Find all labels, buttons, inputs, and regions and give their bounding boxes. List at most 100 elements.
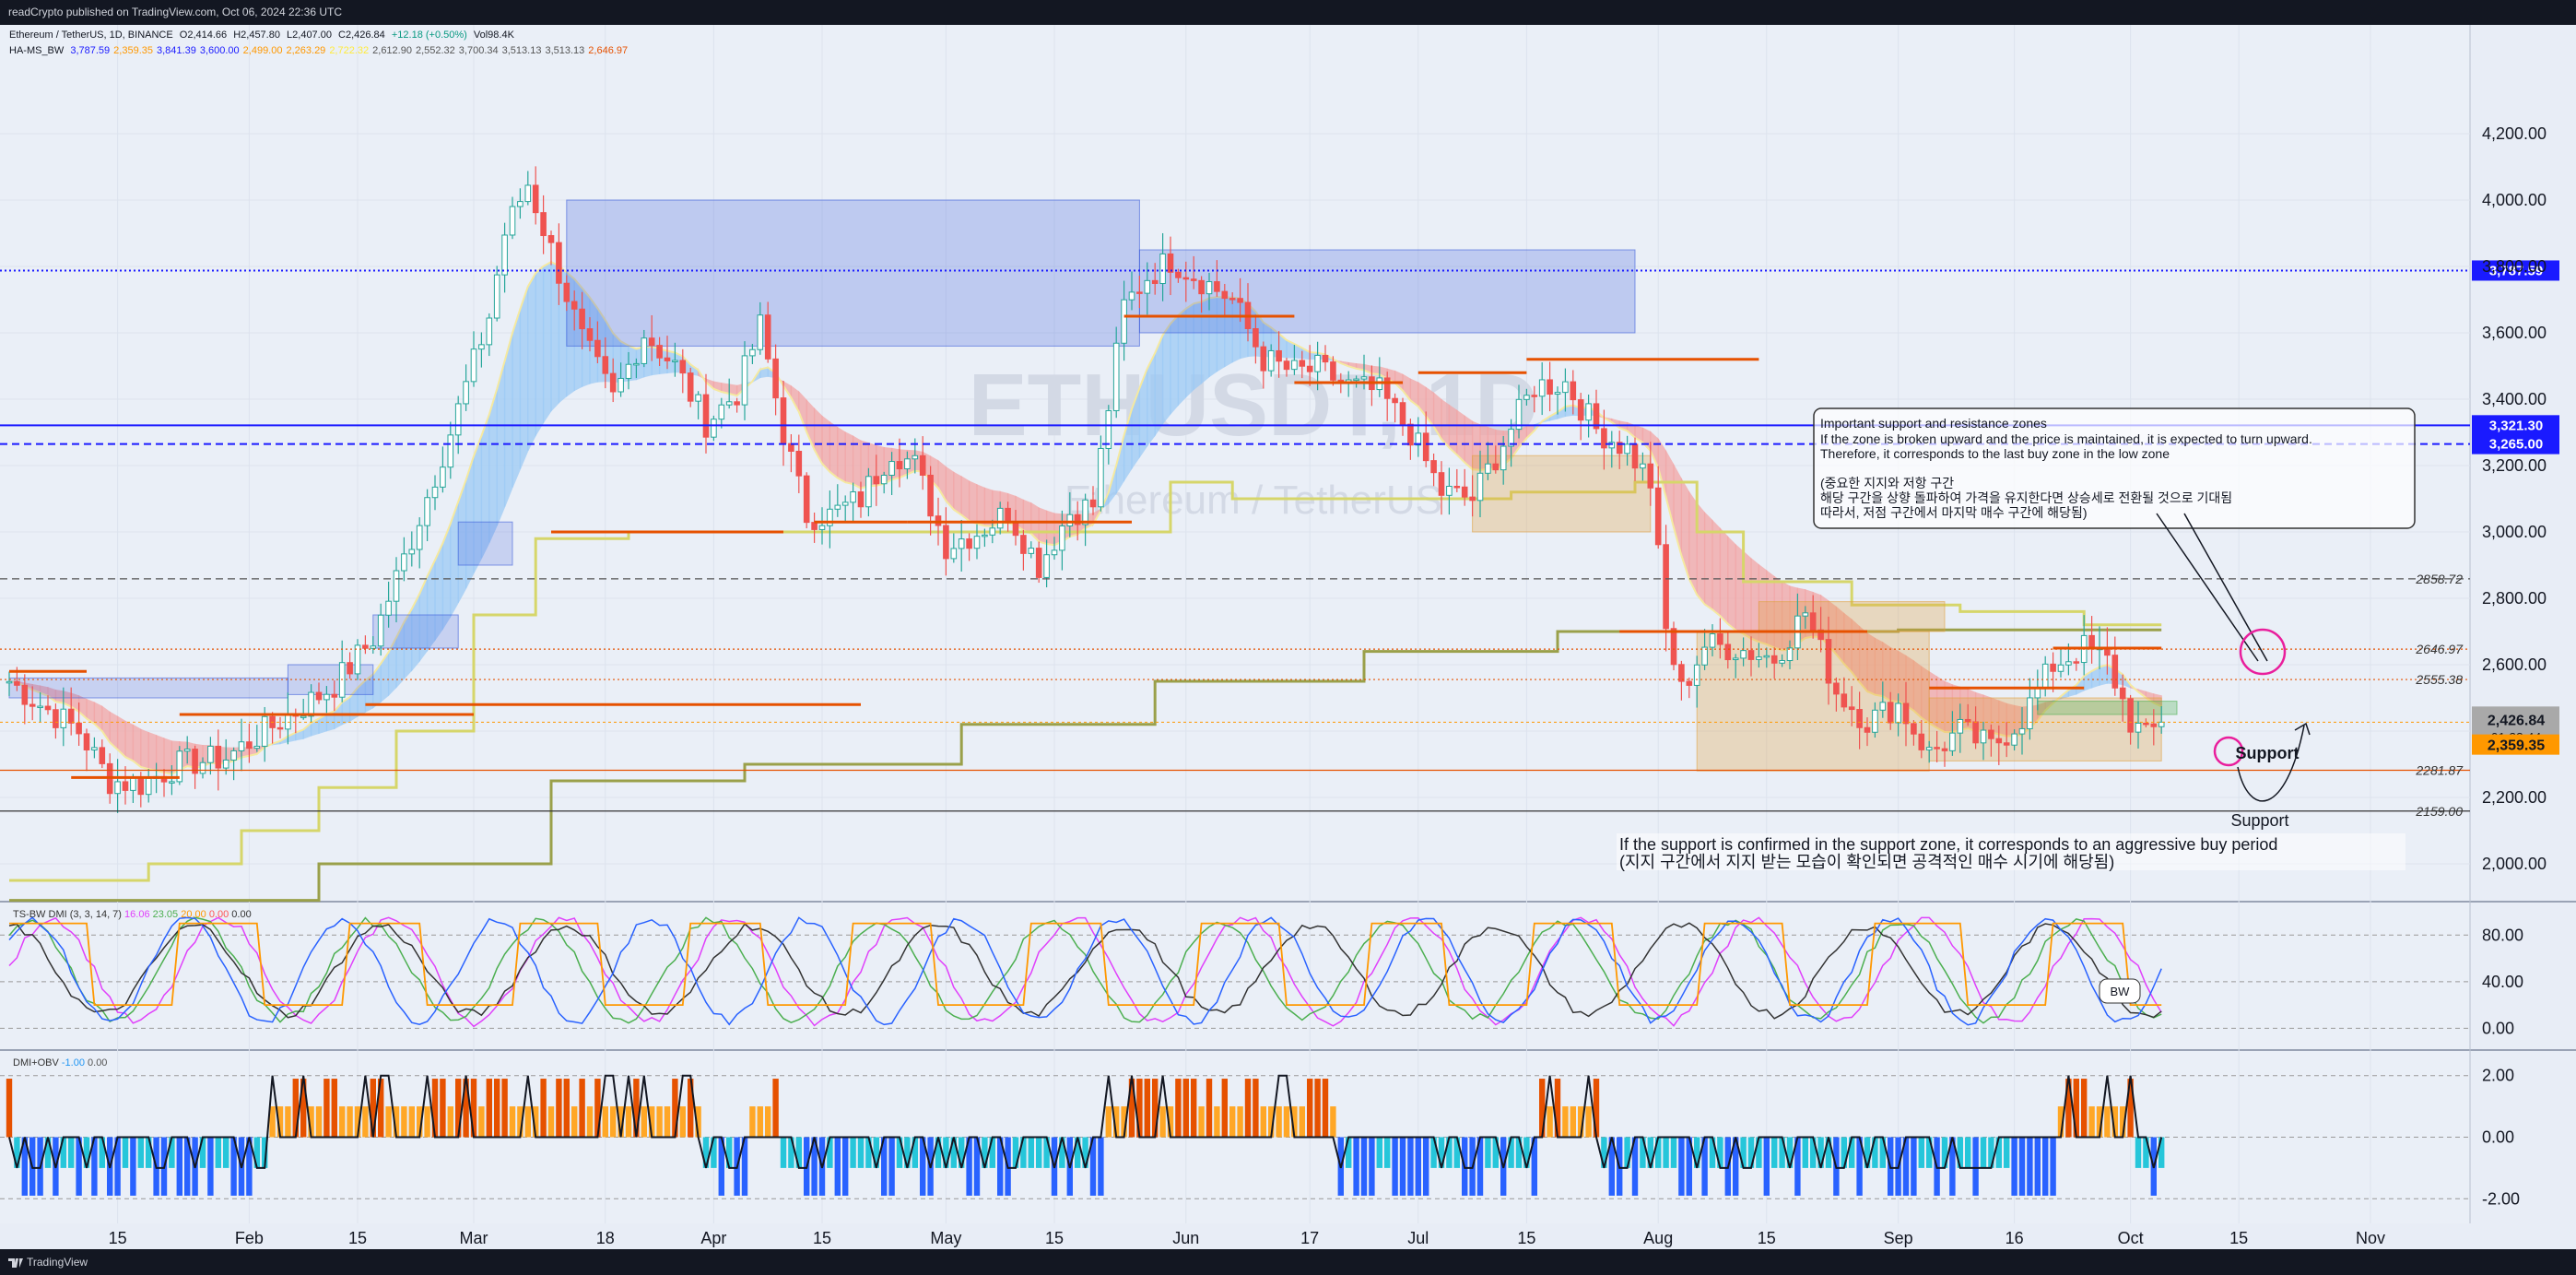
candle-body: [1229, 298, 1236, 301]
low-price-badge: [2472, 734, 2559, 755]
bottom-note: (지지 구간에서 지지 받는 모습이 확인되면 공격적인 매수 시기에 해당됨): [1619, 853, 2114, 871]
obv-bar: [982, 1137, 988, 1168]
obv-bar: [253, 1137, 260, 1168]
candle-body: [509, 206, 516, 236]
ma-ribbon-segment: [1727, 535, 1736, 632]
candle-body: [563, 282, 570, 302]
obv-bar: [625, 1106, 632, 1138]
candle-body: [1353, 378, 1359, 382]
obv-bar: [1663, 1137, 1669, 1168]
obv-bar: [788, 1137, 794, 1168]
obv-bar: [1794, 1137, 1801, 1196]
candle-body: [547, 235, 555, 243]
candle-body: [1732, 657, 1739, 661]
obv-bar: [1314, 1079, 1321, 1138]
indicator-value: 3,600.00: [199, 45, 240, 56]
obv-bar: [1879, 1137, 1886, 1168]
candle-body: [958, 538, 965, 549]
candle-body: [841, 502, 849, 506]
callout-line: (중요한 지지와 저항 구간: [1820, 476, 1954, 490]
obv-bar: [137, 1137, 144, 1168]
candle-body: [1198, 279, 1205, 295]
candle-body: [664, 357, 671, 361]
candle-body: [1446, 485, 1453, 496]
obv-bar: [1841, 1137, 1847, 1168]
oscillator-legend-item: 23.05: [153, 909, 182, 920]
obv-bar: [1098, 1137, 1104, 1196]
candle-body: [2003, 742, 2010, 746]
obv-bar: [1159, 1106, 1166, 1138]
indicator-name: HA-MS_BW: [9, 45, 65, 56]
obv-bar: [1570, 1106, 1576, 1138]
level-badge-label: 3,787.59: [2489, 263, 2543, 278]
obv-bar: [1655, 1137, 1662, 1168]
obv-bar: [2057, 1106, 2064, 1138]
price-axis-label: 2,000.00: [2482, 855, 2547, 873]
candle-body: [749, 348, 756, 357]
obv-bar: [641, 1106, 647, 1138]
candle-body: [1399, 402, 1406, 425]
candle-body: [1314, 354, 1321, 372]
candle-body: [764, 314, 771, 360]
candle-body: [795, 450, 803, 477]
obv-bar: [2027, 1137, 2033, 1196]
candle-body: [780, 397, 787, 444]
ma-ribbon-segment: [844, 431, 854, 485]
time-axis-label: Sep: [1884, 1229, 1913, 1247]
callout-line: If the zone is broken upward and the pri…: [1820, 431, 2312, 446]
obv-bar: [563, 1079, 570, 1138]
obv-bar: [1733, 1137, 1739, 1196]
obv-bar: [1167, 1106, 1174, 1138]
obv-bar: [308, 1106, 314, 1138]
candle-body: [1276, 349, 1282, 362]
obv-bar: [2073, 1079, 2079, 1138]
price-axis-label: 3,200.00: [2482, 456, 2547, 475]
price-axis-label: 3,600.00: [2482, 324, 2547, 342]
obv-bar: [76, 1137, 82, 1196]
ma-ribbon-segment: [519, 286, 529, 469]
obv-bar: [702, 1137, 710, 1168]
candle-body: [648, 337, 655, 347]
obv-bar: [618, 1106, 624, 1138]
candle-body: [2050, 663, 2056, 672]
arrow-head: [2294, 722, 2311, 736]
level-label: 2159.00: [2415, 804, 2463, 819]
candle-body: [83, 733, 90, 750]
obv-bar: [857, 1137, 865, 1168]
obv-bar: [1028, 1137, 1034, 1168]
obv-bar: [1562, 1106, 1569, 1138]
obv-bar: [1082, 1137, 1088, 1168]
obv-bar: [470, 1079, 477, 1138]
level-badge: [2472, 260, 2559, 281]
obv-bar: [1430, 1137, 1437, 1168]
obv-bar: [68, 1137, 75, 1168]
obv-bar: [1601, 1137, 1607, 1168]
candle-body: [1360, 376, 1368, 380]
candle-body: [2158, 721, 2165, 727]
candle-body: [672, 360, 678, 362]
candle-body: [609, 372, 617, 393]
legend-open: O2,414.66: [179, 30, 228, 41]
candle-body: [215, 745, 222, 769]
obv-bar: [679, 1106, 686, 1138]
candle-body: [53, 709, 59, 728]
ma-ribbon-segment: [1719, 526, 1729, 626]
zone-box: [8, 677, 288, 699]
candle-body: [1476, 472, 1484, 502]
candle-body: [377, 614, 384, 647]
obv-bar: [881, 1137, 888, 1196]
obv-bar: [865, 1137, 872, 1168]
current-price-label: 2,426.84: [2488, 713, 2545, 728]
candle-body: [1221, 290, 1229, 300]
candle-body: [641, 337, 648, 364]
candle-body: [1407, 423, 1414, 446]
candle-body: [857, 491, 865, 508]
obv-bar: [292, 1079, 299, 1138]
obv-bar: [1864, 1137, 1871, 1168]
candle-body: [1802, 612, 1809, 617]
zone-box: [1138, 249, 1636, 334]
candle-body: [1167, 253, 1174, 273]
candle-body: [1786, 647, 1794, 662]
oscillator-legend-item: 0.00: [209, 909, 231, 920]
candle-body: [1237, 298, 1243, 303]
